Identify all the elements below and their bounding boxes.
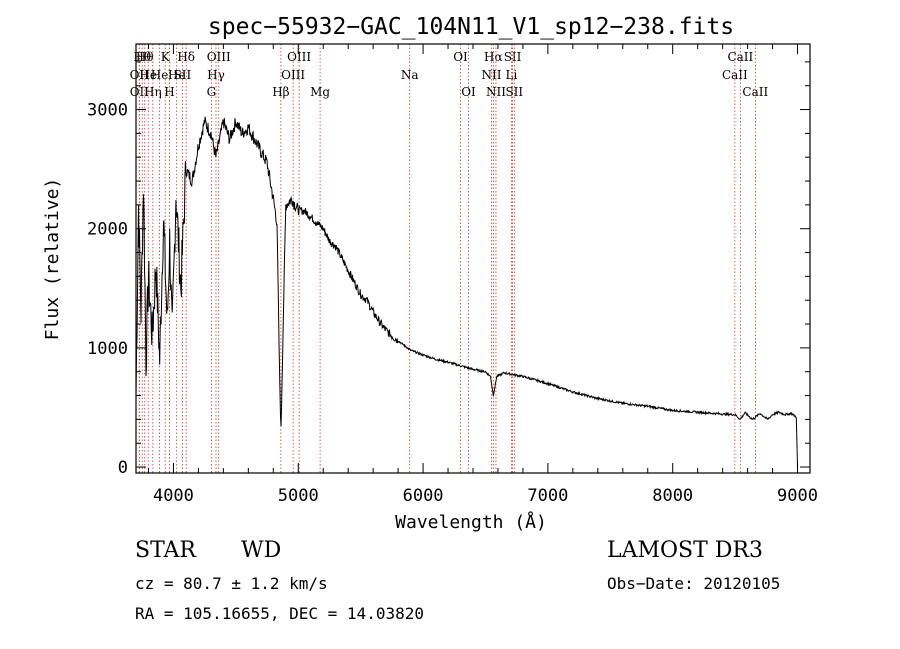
line-marker-label: K	[161, 50, 171, 64]
line-marker-label: Hθ	[136, 50, 154, 64]
flux-series-line	[135, 116, 798, 468]
x-tick-label: 7000	[527, 486, 568, 506]
line-marker-label: Hη	[144, 85, 162, 99]
line-marker-label: He	[168, 68, 186, 82]
line-marker-label: CaII	[742, 85, 768, 99]
line-marker-label: Hδ	[177, 50, 195, 64]
line-marker-label: CaII	[727, 50, 753, 64]
chart-title: spec−55932−GAC_104N11_V1_sp12−238.fits	[208, 14, 734, 40]
line-marker-label: Hθ	[133, 50, 151, 64]
line-markers: OIIOIIHθHθHeHηHeKHHeSIIHδGHγOIIIHβOIIIOI…	[130, 44, 768, 473]
line-marker-label: SII	[174, 68, 192, 82]
line-marker-label: OI	[461, 85, 476, 99]
y-axis-label: Flux (relative)	[42, 178, 63, 341]
object-class: STAR	[135, 538, 196, 563]
y-tick-label: 3000	[87, 101, 128, 121]
y-tick-label: 1000	[87, 339, 128, 359]
line-marker-label: He	[151, 68, 169, 82]
line-marker-label: SII	[505, 85, 523, 99]
x-axis-label: Wavelength (Å)	[395, 511, 547, 533]
x-tick-label: 5000	[278, 486, 319, 506]
line-marker-label: Li	[506, 68, 518, 82]
survey-name: LAMOST DR3	[607, 538, 763, 563]
line-marker-label: SII	[504, 50, 522, 64]
line-marker-label: G	[207, 85, 217, 99]
line-marker-label: OII	[130, 68, 150, 82]
line-marker-label: OII	[130, 85, 150, 99]
line-marker-label: Hγ	[207, 68, 225, 82]
y-axis-ticks: 0 1000 2000 3000	[87, 61, 810, 478]
y-tick-label: 2000	[87, 220, 128, 240]
object-subclass: WD	[241, 538, 282, 563]
line-marker-label: OI	[453, 50, 468, 64]
redshift-cz: cz = 80.7 ± 1.2 km/s	[135, 574, 328, 593]
line-marker-label: NII	[486, 85, 506, 99]
line-marker-label: He	[139, 68, 157, 82]
line-marker-label: OIII	[287, 50, 311, 64]
plot-frame	[135, 43, 811, 474]
x-tick-label: 4000	[153, 486, 194, 506]
y-tick-label: 0	[118, 458, 128, 478]
x-tick-label: 9000	[777, 486, 818, 506]
line-marker-label: Hα	[484, 50, 503, 64]
plot-area	[135, 116, 798, 468]
line-marker-label: CaII	[722, 68, 748, 82]
line-marker-label: H	[164, 85, 174, 99]
x-tick-label: 8000	[652, 486, 693, 506]
line-marker-label: NII	[481, 68, 501, 82]
observation-date: Obs−Date: 20120105	[607, 574, 781, 593]
x-tick-label: 6000	[403, 486, 444, 506]
sky-coordinates: RA = 105.16655, DEC = 14.03820	[135, 604, 424, 623]
line-marker-label: Na	[401, 68, 419, 82]
x-axis-ticks: 4000 5000 6000 7000 8000 9000	[147, 44, 818, 506]
line-marker-label: Mg	[310, 85, 330, 99]
line-marker-label: OIII	[281, 68, 305, 82]
line-marker-label: Hβ	[272, 85, 289, 99]
line-marker-label: OIII	[207, 50, 231, 64]
